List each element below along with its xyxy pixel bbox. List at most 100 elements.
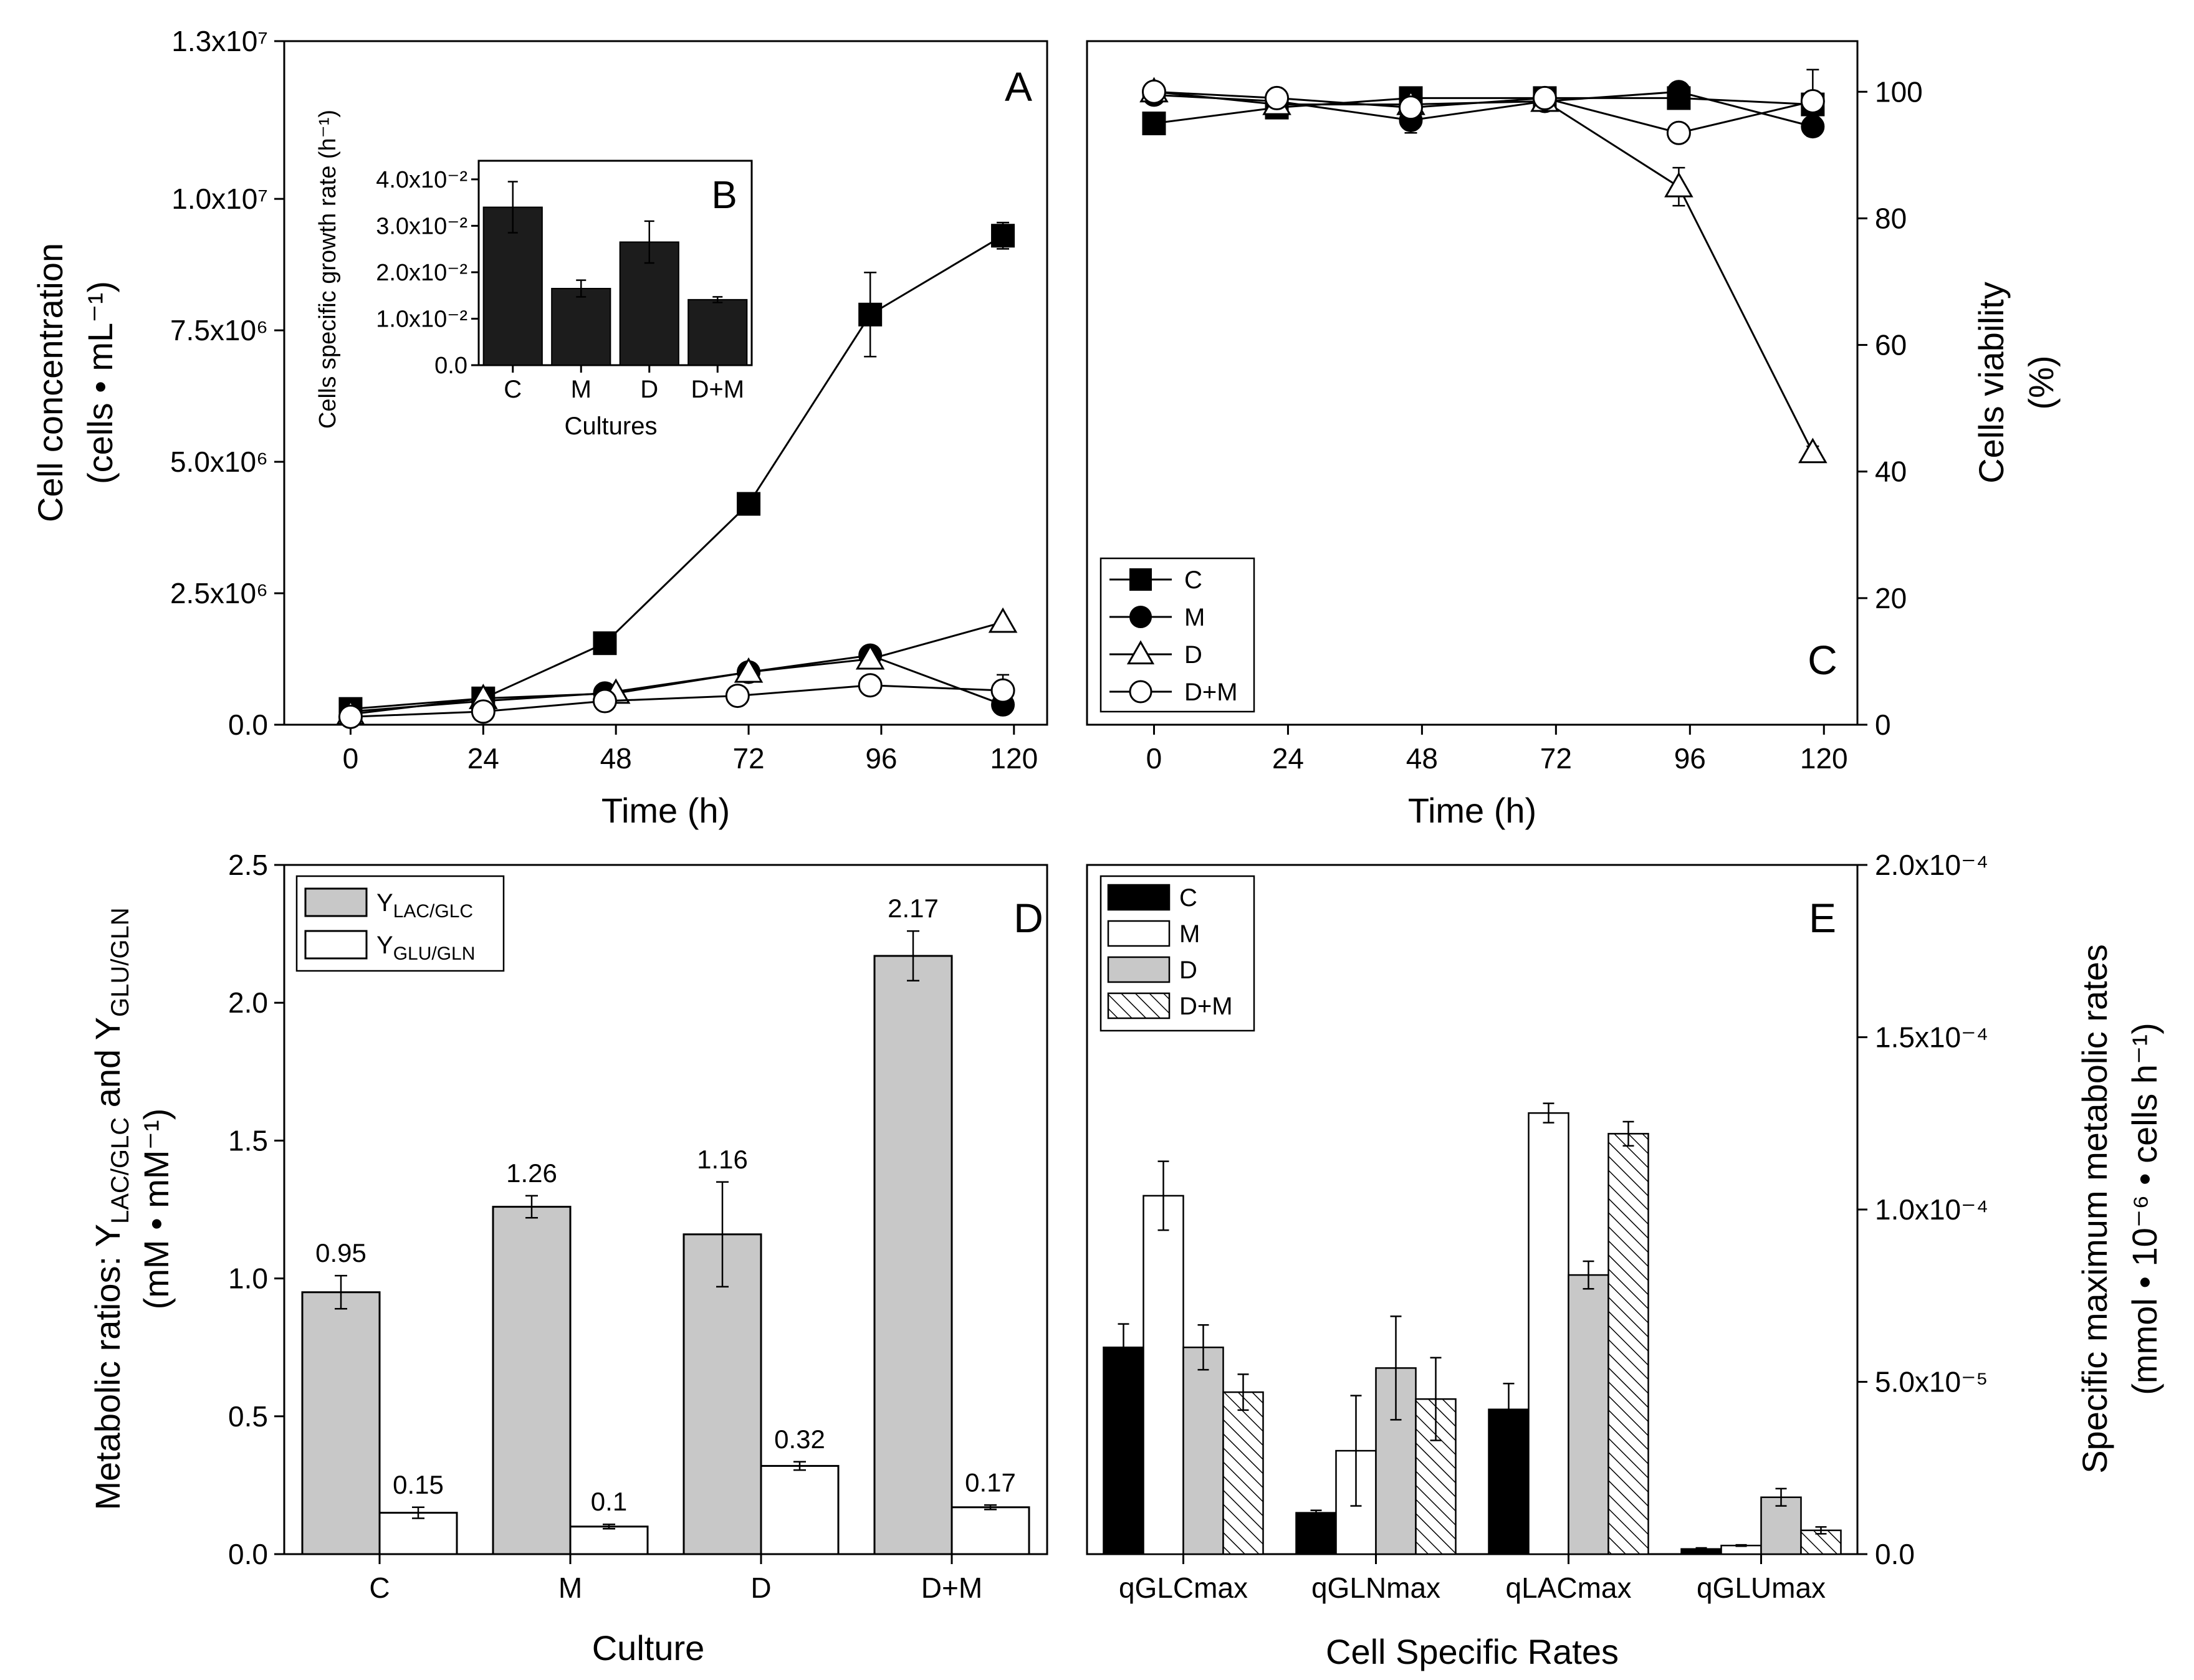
panel-e-legend-frame	[1099, 875, 1255, 1032]
bar-d-qglcmax	[1182, 1346, 1224, 1555]
series-line-m	[1154, 90, 1813, 128]
x-tick-label: M	[558, 1572, 582, 1604]
x-tick-label: 120	[1800, 742, 1848, 775]
bar-lac-glc-d	[683, 1233, 762, 1555]
y-tick-label: 40	[1875, 456, 1907, 488]
panel-d-y-label-part1: Metabolic ratios: Y	[88, 1224, 127, 1511]
x-tick-label: 96	[1674, 742, 1706, 775]
panel-a-label: A	[1005, 64, 1032, 110]
legend-swatch-dplusm	[1107, 992, 1171, 1019]
bar-lac-glc-c	[301, 1291, 381, 1555]
panel-d-y-label-sub1: LAC/GLC	[107, 1117, 134, 1224]
data-point-m	[1667, 80, 1691, 104]
data-point-d	[1798, 437, 1828, 464]
series-line-dplusm	[1154, 90, 1813, 134]
panel-c-label: C	[1808, 637, 1837, 683]
panel-c-y-label-line2: (%)	[2021, 355, 2061, 409]
y-tick-label: 2.0	[228, 986, 268, 1019]
data-point-c	[858, 302, 883, 327]
data-point-d	[734, 657, 764, 683]
panel-d-legend: YLAC/GLC YGLU/GLN	[295, 875, 505, 972]
panel-b-y-label: Cells specific growth rate (h⁻¹)	[315, 110, 341, 429]
bar-m-qglcmax	[1143, 1195, 1184, 1555]
legend-swatch-glu-gln	[304, 930, 368, 960]
panel-b-bars: C M D D+M	[482, 181, 748, 403]
panel-d-bars: C 0.95 0.15 M 1.26 0.1 D 1.16 0.32 D+M 2.17 0.17	[301, 894, 1030, 1604]
y-tick-label: 0.0	[228, 709, 268, 741]
x-tick-label: 72	[1540, 742, 1572, 775]
panel-b-x-label: Cultures	[565, 413, 658, 440]
panel-a-x-axis: 0 24 48 72 96 120	[343, 725, 1038, 775]
panel-b-label: B	[711, 174, 737, 217]
y-tick-label: 2.5x10⁶	[170, 577, 268, 609]
data-point-dplusm	[1265, 85, 1290, 110]
data-point-dplusm	[471, 699, 496, 724]
y-tick-label: 4.0x10⁻²	[376, 167, 467, 193]
x-tick-label: 120	[990, 742, 1038, 775]
legend-swatch-m	[1107, 920, 1171, 947]
series-line-c	[1154, 97, 1813, 125]
panel-b-y-axis: 0.0 1.0x10⁻² 2.0x10⁻² 3.0x10⁻² 4.0x10⁻²	[376, 167, 479, 379]
bar-glu-gln-c	[378, 1512, 458, 1555]
y-tick-label: 0.0	[434, 353, 467, 379]
legend-swatch-d	[1107, 956, 1171, 983]
x-tick-label: M	[571, 376, 592, 403]
bar-m-qlacmax	[1528, 1112, 1569, 1555]
panel-d: 0.0 0.5 1.0 1.5 2.0 2.5 C 0.95 0.15 M 1.26 0.1 D 1.1…	[88, 849, 1048, 1668]
bar-d-qglumax	[1760, 1496, 1802, 1555]
data-point-dplusm	[858, 673, 883, 698]
panel-d-y-label-line1: Metabolic ratios: YLAC/GLC and YGLU/GLN	[88, 907, 134, 1510]
data-point-c	[593, 631, 617, 656]
panel-e-y-label-line1: Specific maximum metabolic rates	[2075, 944, 2114, 1474]
legend-label-sub: GLU/GLN	[393, 943, 476, 964]
y-tick-label: 80	[1875, 202, 1907, 234]
data-point-dplusm	[1666, 120, 1691, 145]
bar-lac-glc-dplusm	[873, 955, 953, 1555]
y-tick-label: 1.5	[228, 1124, 268, 1157]
legend-label-sub: LAC/GLC	[393, 901, 473, 922]
y-tick-label: 1.5x10⁻⁴	[1875, 1021, 1988, 1054]
x-tick-label: 0	[343, 742, 359, 775]
panel-c-x-axis: 0 24 48 72 96 120	[1146, 725, 1848, 775]
panel-a-x-label: Time (h)	[601, 791, 730, 830]
legend-label-c: C	[1184, 566, 1202, 594]
series-line-d	[1154, 90, 1814, 453]
y-tick-label: 2.0x10⁻²	[376, 260, 467, 286]
data-label-glu-gln-d: 0.32	[774, 1425, 825, 1454]
panel-a-y-label-line2: (cells • mL⁻¹)	[80, 281, 120, 484]
data-point-c	[1142, 112, 1166, 136]
data-label-glu-gln-dplusm: 0.17	[965, 1468, 1016, 1497]
panel-a-y-label-line1: Cell concentration	[31, 243, 70, 522]
legend-marker-d	[1126, 640, 1155, 665]
legend-label-lac-glc: YLAC/GLC	[376, 889, 473, 922]
y-tick-label: 1.3x10⁷	[171, 25, 268, 57]
bar-glu-gln-d	[760, 1464, 840, 1555]
y-tick-label: 0.0	[1875, 1538, 1915, 1570]
data-label-glu-gln-c: 0.15	[393, 1470, 444, 1499]
legend-label-main: Y	[376, 932, 393, 959]
bar-d-qlacmax	[1568, 1274, 1609, 1555]
x-tick-label: 48	[600, 742, 632, 775]
data-point-dplusm	[1141, 79, 1166, 104]
panel-e-legend: CMD D+M	[1099, 875, 1255, 1032]
data-point-c	[737, 492, 761, 516]
x-tick-label: D+M	[921, 1572, 982, 1604]
panel-d-y-label-sub2: GLU/GLN	[107, 907, 134, 1017]
legend-swatch-c	[1107, 884, 1171, 911]
legend-label-d: D	[1179, 957, 1197, 984]
data-point-dplusm	[592, 689, 617, 714]
legend-label-dplusm: D+M	[1179, 993, 1233, 1020]
panel-d-frame	[283, 864, 1048, 1555]
legend-swatch-lac-glc	[304, 887, 368, 917]
y-tick-label: 100	[1875, 75, 1923, 108]
x-tick-label: C	[504, 376, 522, 403]
data-label-lac-glc-c: 0.95	[315, 1238, 366, 1267]
legend-label-c: C	[1179, 884, 1197, 912]
series-line-d	[350, 621, 1004, 715]
panel-e-y-axis: 0.0 5.0x10⁻⁵ 1.0x10⁻⁴ 1.5x10⁻⁴ 2.0x10⁻⁴	[1857, 849, 1988, 1570]
panel-a-y-axis: 0.0 2.5x10⁶ 5.0x10⁶ 7.5x10⁶ 1.0x10⁷ 1.3x10⁷	[170, 25, 284, 741]
legend-label-glu-gln: YGLU/GLN	[376, 932, 475, 964]
y-tick-label: 1.0x10⁻⁴	[1875, 1193, 1988, 1226]
bar-dplusm-qglcmax	[1222, 1391, 1264, 1555]
series-line-dplusm	[350, 684, 1004, 718]
